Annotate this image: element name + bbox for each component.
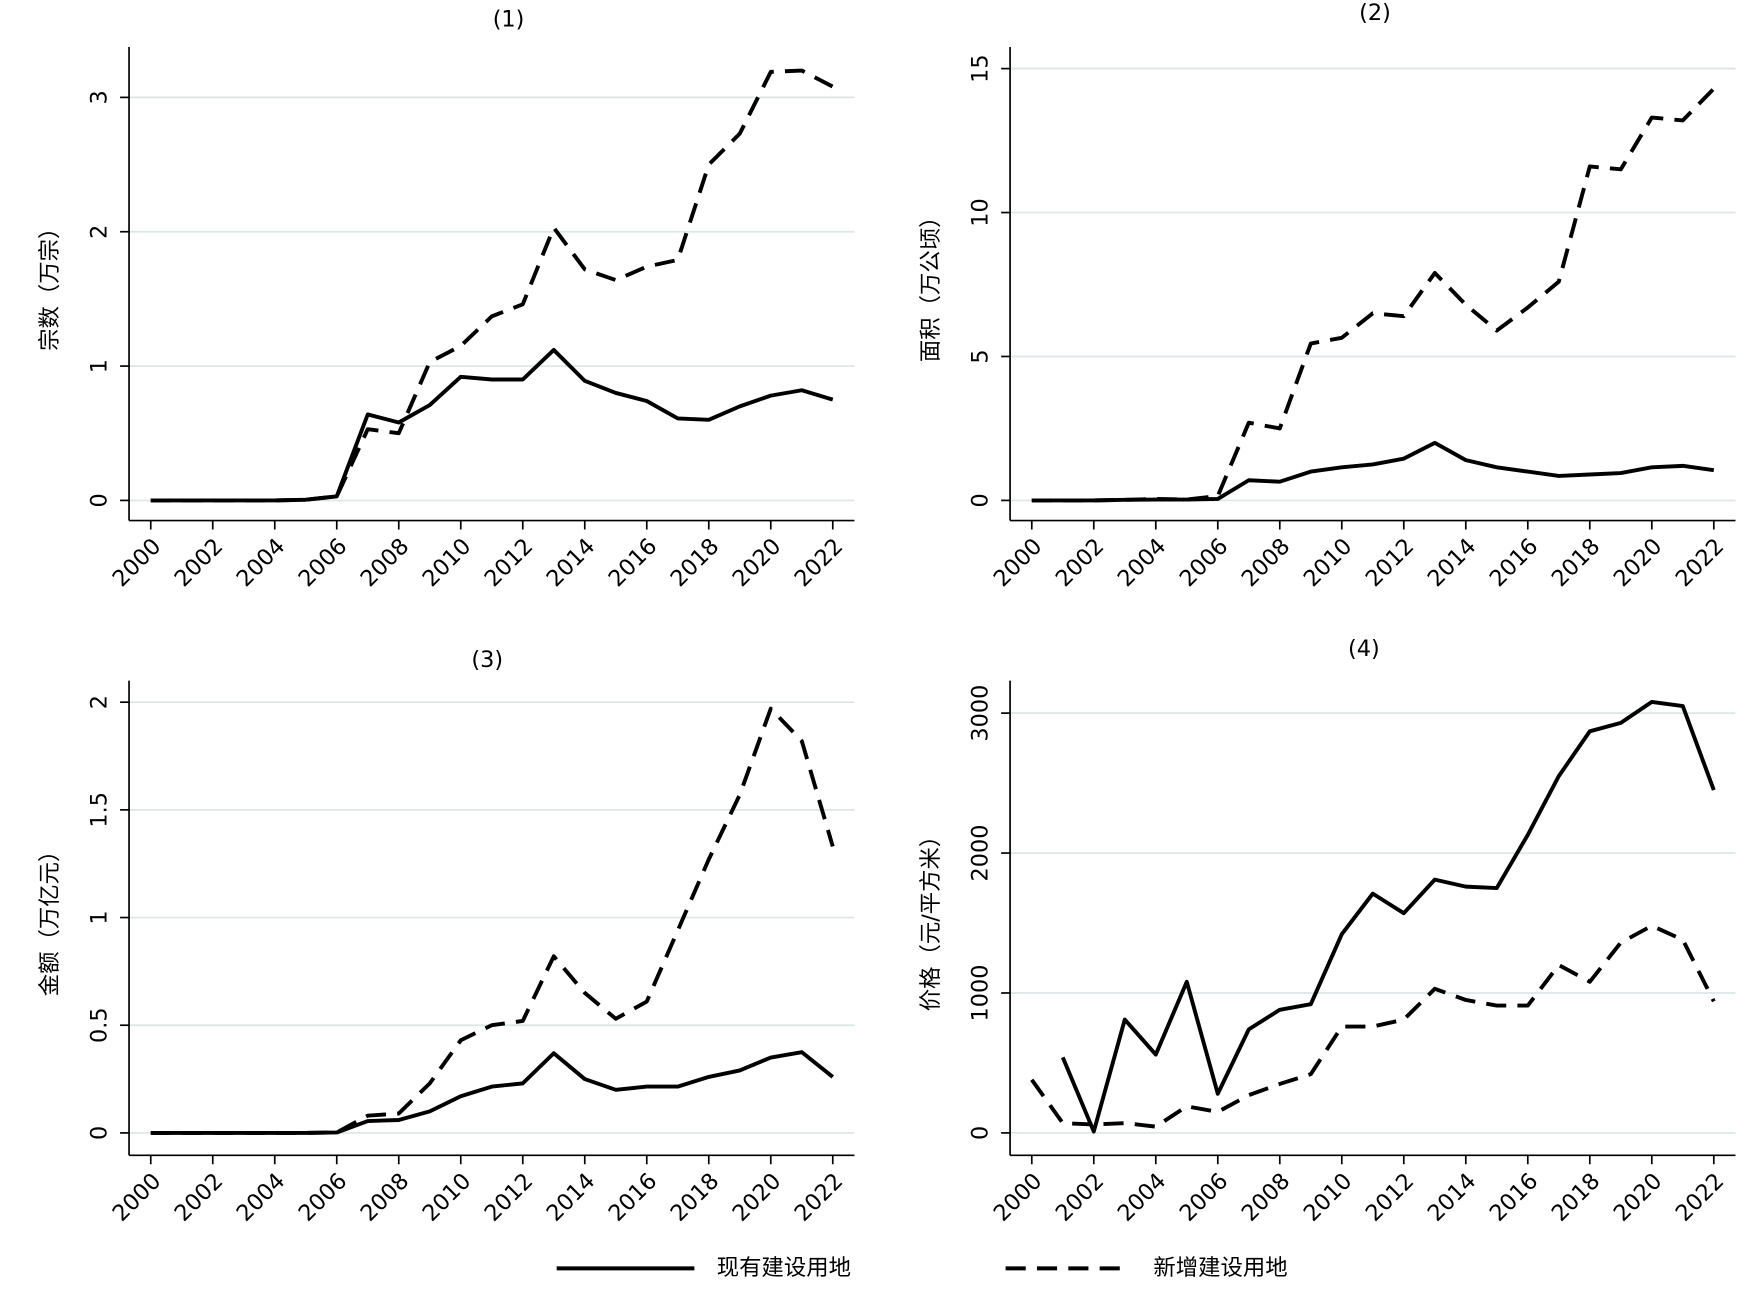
y-tick-label: 0 [87, 1126, 113, 1140]
x-tick-label: 2006 [294, 533, 353, 592]
x-tick-label: 2008 [1237, 1168, 1296, 1227]
x-tick-label: 2008 [1237, 533, 1296, 592]
x-tick-label: 2022 [790, 533, 849, 592]
y-axis-label: 面积（万公顷） [918, 205, 944, 362]
y-tick-label: 1 [87, 910, 113, 924]
x-tick-label: 2020 [728, 1168, 787, 1227]
x-tick-label: 2022 [790, 1168, 849, 1227]
x-tick-label: 2020 [728, 533, 787, 592]
x-tick-label: 2016 [1485, 1168, 1544, 1227]
y-tick-label: 1000 [968, 965, 994, 1022]
x-tick-label: 2002 [170, 1168, 229, 1227]
y-tick-label: 10 [968, 198, 994, 226]
x-tick-label: 2022 [1671, 1168, 1730, 1227]
x-tick-label: 2004 [1113, 1168, 1172, 1227]
x-tick-label: 2012 [1361, 533, 1420, 592]
y-axis-label: 金额（万亿元） [37, 840, 63, 997]
x-tick-label: 2012 [480, 1168, 539, 1227]
x-tick-label: 2018 [666, 533, 725, 592]
x-tick-label: 2016 [604, 533, 663, 592]
x-tick-label: 2014 [1423, 533, 1482, 592]
y-axis-label: 价格（元/平方米） [918, 825, 944, 1012]
x-tick-label: 2010 [1299, 1168, 1358, 1227]
y-tick-label: 0 [87, 493, 113, 507]
y-tick-label: 15 [968, 54, 994, 82]
y-tick-label: 0 [968, 493, 994, 507]
x-tick-label: 2000 [989, 1168, 1048, 1227]
x-tick-label: 2010 [1299, 533, 1358, 592]
y-tick-label: 1 [87, 359, 113, 373]
x-tick-label: 2004 [232, 533, 291, 592]
x-tick-label: 2004 [1113, 533, 1172, 592]
x-tick-label: 2022 [1671, 533, 1730, 592]
y-tick-label: 0.5 [87, 1007, 113, 1043]
series-line [1060, 699, 1716, 1134]
y-tick-label: 3000 [968, 685, 994, 742]
y-tick-label: 0 [968, 1126, 994, 1140]
x-tick-label: 2000 [108, 533, 167, 592]
chart-title: (4) [1348, 636, 1380, 662]
x-tick-label: 2006 [1175, 1168, 1234, 1227]
x-tick-label: 2002 [1051, 1168, 1110, 1227]
x-tick-label: 2004 [232, 1168, 291, 1227]
series-line [1031, 440, 1715, 503]
series-line [1031, 87, 1716, 503]
y-tick-label: 2 [87, 225, 113, 239]
series-line [150, 68, 834, 503]
x-tick-label: 2006 [1175, 533, 1234, 592]
x-tick-label: 2014 [542, 1168, 601, 1227]
series-line [150, 347, 834, 503]
legend-label: 现有建设用地 [717, 1255, 851, 1281]
y-axis-label: 宗数（万宗） [37, 217, 63, 351]
chart-title: (1) [493, 7, 525, 33]
chart-title: (2) [1359, 0, 1391, 26]
x-tick-label: 2018 [666, 1168, 725, 1227]
x-tick-label: 2012 [480, 533, 539, 592]
x-tick-label: 2016 [1485, 533, 1544, 592]
x-tick-label: 2002 [1051, 533, 1110, 592]
x-tick-label: 2002 [170, 533, 229, 592]
x-tick-label: 2010 [418, 533, 477, 592]
legend-label: 新增建设用地 [1153, 1255, 1287, 1281]
x-tick-label: 2018 [1547, 533, 1606, 592]
x-tick-label: 2012 [1361, 1168, 1420, 1227]
series-line [150, 1050, 834, 1135]
x-tick-label: 2020 [1609, 1168, 1668, 1227]
y-tick-label: 2 [87, 695, 113, 709]
y-tick-label: 3 [87, 90, 113, 104]
x-tick-label: 2020 [1609, 533, 1668, 592]
x-tick-label: 2008 [356, 1168, 415, 1227]
y-tick-label: 2000 [968, 825, 994, 882]
x-tick-label: 2008 [356, 533, 415, 592]
series-line [150, 706, 835, 1135]
x-tick-label: 2014 [1423, 1168, 1482, 1227]
x-tick-label: 2018 [1547, 1168, 1606, 1227]
x-tick-label: 2014 [542, 533, 601, 592]
x-tick-label: 2010 [418, 1168, 477, 1227]
x-tick-label: 2006 [294, 1168, 353, 1227]
x-tick-label: 2000 [108, 1168, 167, 1227]
chart-title: (3) [471, 647, 503, 673]
y-tick-label: 1.5 [87, 792, 113, 828]
x-tick-label: 2000 [989, 533, 1048, 592]
y-tick-label: 5 [968, 349, 994, 363]
x-tick-label: 2016 [604, 1168, 663, 1227]
series-line [1030, 923, 1716, 1129]
